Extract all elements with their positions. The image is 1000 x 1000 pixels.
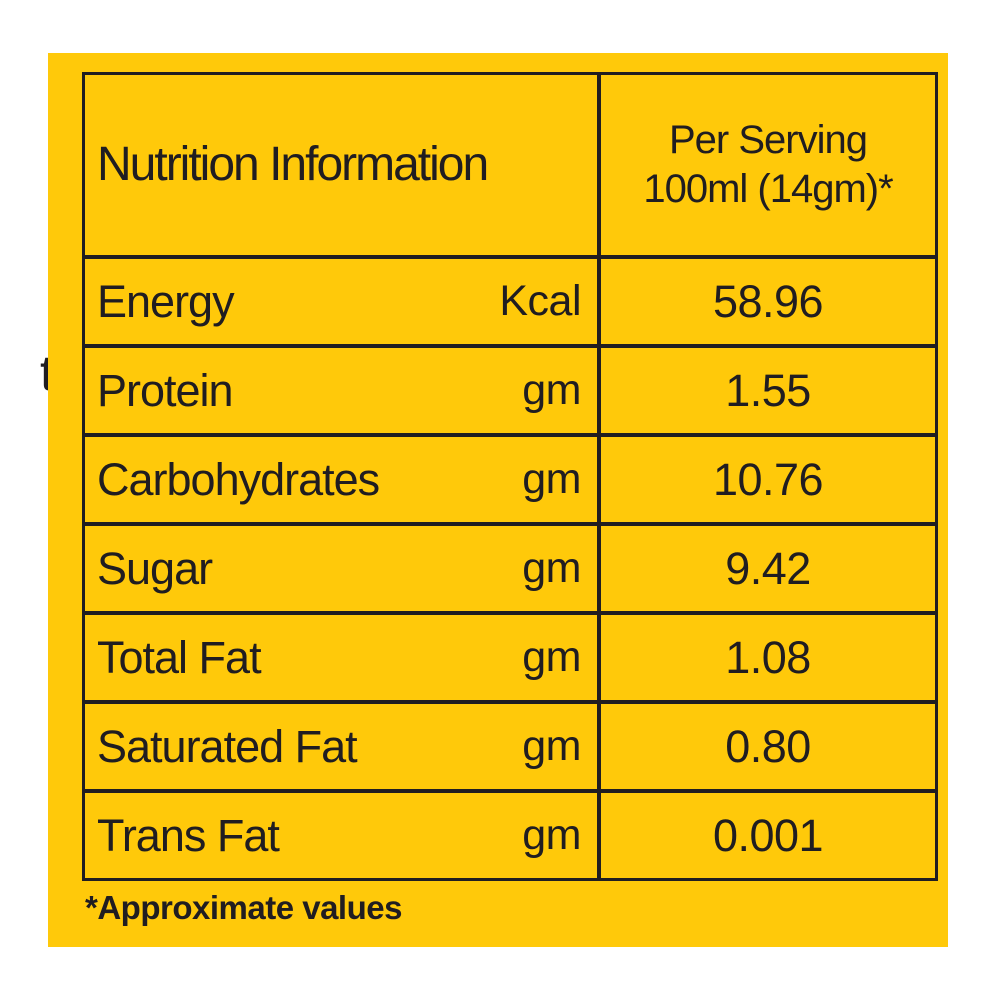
- nutrient-name: Saturated Fat: [97, 721, 358, 772]
- value-cell: 10.76: [601, 437, 935, 522]
- nutrient-cell: Carbohydrates gm: [85, 437, 601, 522]
- nutrient-unit: Kcal: [499, 277, 581, 325]
- nutrient-unit: gm: [522, 811, 581, 859]
- nutrient-name: Total Fat: [97, 632, 262, 683]
- table-row-trans-fat: Trans Fat gm 0.001: [85, 789, 935, 878]
- table-row-protein: Protein gm 1.55: [85, 344, 935, 433]
- nutrient-value: 10.76: [712, 454, 824, 505]
- nutrition-label-panel: Nutrition Information Per Serving 100ml …: [48, 53, 948, 947]
- nutrient-name: Trans Fat: [97, 810, 280, 861]
- table-row-sugar: Sugar gm 9.42: [85, 522, 935, 611]
- value-cell: 58.96: [601, 259, 935, 344]
- per-serving-line2: 100ml (14gm)*: [643, 167, 893, 211]
- nutrient-unit: gm: [522, 633, 581, 681]
- table-row-carbohydrates: Carbohydrates gm 10.76: [85, 433, 935, 522]
- nutrient-value: 0.80: [725, 721, 811, 772]
- nutrient-value: 9.42: [725, 543, 811, 594]
- header-per-serving-cell: Per Serving 100ml (14gm)*: [601, 75, 935, 255]
- per-serving-heading: Per Serving 100ml (14gm)*: [643, 116, 893, 214]
- table-header-row: Nutrition Information Per Serving 100ml …: [85, 75, 935, 255]
- nutrient-value: 0.001: [712, 810, 824, 861]
- nutrient-unit: gm: [522, 455, 581, 503]
- nutrient-cell: Total Fat gm: [85, 615, 601, 700]
- nutrient-unit: gm: [522, 366, 581, 414]
- table-title: Nutrition Information: [97, 138, 489, 191]
- nutrient-name: Carbohydrates: [97, 454, 380, 505]
- nutrient-unit: gm: [522, 544, 581, 592]
- header-title-cell: Nutrition Information: [85, 75, 601, 255]
- nutrient-cell: Protein gm: [85, 348, 601, 433]
- nutrient-value: 1.55: [725, 365, 811, 416]
- nutrient-value: 58.96: [712, 276, 824, 327]
- value-cell: 0.001: [601, 793, 935, 878]
- nutrient-cell: Sugar gm: [85, 526, 601, 611]
- table-row-saturated-fat: Saturated Fat gm 0.80: [85, 700, 935, 789]
- nutrition-table: Nutrition Information Per Serving 100ml …: [82, 72, 938, 881]
- nutrient-cell: Saturated Fat gm: [85, 704, 601, 789]
- nutrient-cell: Energy Kcal: [85, 259, 601, 344]
- per-serving-line1: Per Serving: [669, 118, 868, 163]
- nutrient-unit: gm: [522, 722, 581, 770]
- value-cell: 1.08: [601, 615, 935, 700]
- nutrient-name: Energy: [97, 276, 235, 327]
- value-cell: 0.80: [601, 704, 935, 789]
- table-row-total-fat: Total Fat gm 1.08: [85, 611, 935, 700]
- nutrient-name: Sugar: [97, 543, 213, 594]
- table-row-energy: Energy Kcal 58.96: [85, 255, 935, 344]
- nutrient-name: Protein: [97, 365, 234, 416]
- value-cell: 9.42: [601, 526, 935, 611]
- nutrient-cell: Trans Fat gm: [85, 793, 601, 878]
- value-cell: 1.55: [601, 348, 935, 433]
- approximate-values-footnote: *Approximate values: [85, 889, 402, 926]
- nutrient-value: 1.08: [725, 632, 811, 683]
